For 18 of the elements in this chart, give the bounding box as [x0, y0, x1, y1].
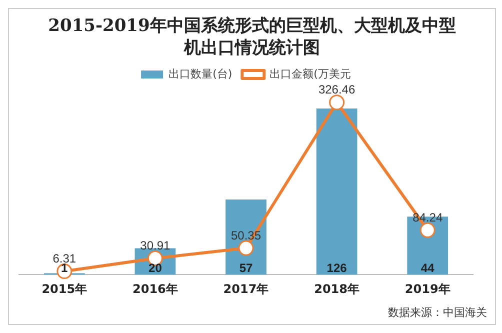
- bar: [316, 108, 358, 275]
- chart-title: 2015-2019年中国系统形式的巨型机、大型机及中型机出口情况统计图: [47, 15, 457, 59]
- source-note: 数据来源：中国海关: [387, 305, 488, 321]
- legend-label: 出口金额(万美元: [270, 67, 351, 80]
- x-tick-label: 2015年: [42, 282, 88, 296]
- x-tick-label: 2017年: [223, 282, 269, 296]
- data-label: 57: [239, 260, 253, 275]
- x-tick-label: 2016年: [132, 282, 178, 296]
- data-label: 326.46: [318, 82, 356, 97]
- legend-label: 出口数量(台): [168, 67, 232, 80]
- point: [238, 240, 254, 256]
- data-label: 44: [420, 260, 435, 275]
- x-tick-label: 2018年: [314, 282, 360, 296]
- x-tick-label: 2019年: [404, 282, 450, 296]
- point: [329, 94, 345, 110]
- data-label: 20: [148, 260, 162, 275]
- data-label: 126: [326, 260, 348, 275]
- point: [420, 222, 436, 238]
